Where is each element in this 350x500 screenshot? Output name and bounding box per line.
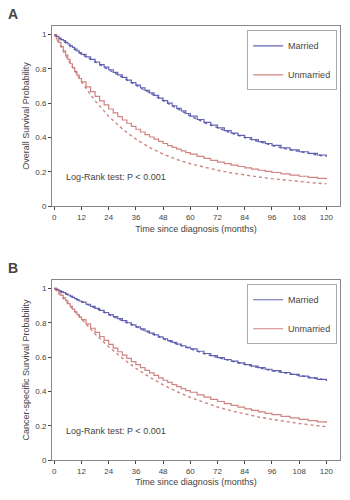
svg-text:96: 96: [268, 467, 277, 476]
svg-text:Married: Married: [288, 295, 319, 305]
svg-text:72: 72: [213, 213, 222, 222]
svg-text:60: 60: [186, 467, 195, 476]
svg-text:Overall Survival Probability: Overall Survival Probability: [21, 62, 31, 170]
svg-text:Cancer-specific Survival Proba: Cancer-specific Survival Probability: [21, 299, 31, 441]
svg-text:Time since diagnosis (months): Time since diagnosis (months): [135, 477, 257, 487]
svg-text:0.8: 0.8: [35, 319, 47, 328]
svg-text:1: 1: [42, 30, 47, 39]
svg-text:Log-Rank test: P < 0.001: Log-Rank test: P < 0.001: [66, 426, 166, 436]
svg-text:0.2: 0.2: [35, 421, 47, 430]
svg-text:A: A: [8, 6, 18, 22]
svg-text:96: 96: [268, 213, 277, 222]
svg-text:Time since diagnosis (months): Time since diagnosis (months): [135, 224, 257, 234]
svg-text:48: 48: [159, 213, 168, 222]
svg-text:0: 0: [52, 213, 57, 222]
svg-text:0: 0: [42, 202, 47, 211]
svg-text:72: 72: [213, 467, 222, 476]
svg-text:Unmarried: Unmarried: [288, 324, 330, 334]
svg-text:0: 0: [42, 456, 47, 465]
svg-text:60: 60: [186, 213, 195, 222]
svg-text:Log-Rank test: P < 0.001: Log-Rank test: P < 0.001: [66, 172, 166, 182]
svg-text:12: 12: [77, 213, 86, 222]
svg-text:12: 12: [77, 467, 86, 476]
svg-text:0.6: 0.6: [35, 99, 47, 108]
svg-text:0.4: 0.4: [35, 387, 47, 396]
svg-text:36: 36: [131, 213, 140, 222]
svg-text:84: 84: [240, 213, 249, 222]
svg-text:108: 108: [293, 467, 307, 476]
svg-text:24: 24: [104, 467, 113, 476]
svg-text:120: 120: [320, 213, 334, 222]
svg-text:B: B: [8, 260, 18, 276]
svg-text:36: 36: [131, 467, 140, 476]
svg-text:0.6: 0.6: [35, 353, 47, 362]
svg-text:0.4: 0.4: [35, 133, 47, 142]
svg-text:120: 120: [320, 467, 334, 476]
svg-text:48: 48: [159, 467, 168, 476]
svg-text:0.2: 0.2: [35, 168, 47, 177]
svg-text:1: 1: [42, 284, 47, 293]
svg-text:Married: Married: [288, 41, 319, 51]
svg-text:0: 0: [52, 467, 57, 476]
svg-text:0.8: 0.8: [35, 65, 47, 74]
svg-text:84: 84: [240, 467, 249, 476]
svg-text:24: 24: [104, 213, 113, 222]
svg-text:Unmarried: Unmarried: [288, 70, 330, 80]
svg-text:108: 108: [293, 213, 307, 222]
